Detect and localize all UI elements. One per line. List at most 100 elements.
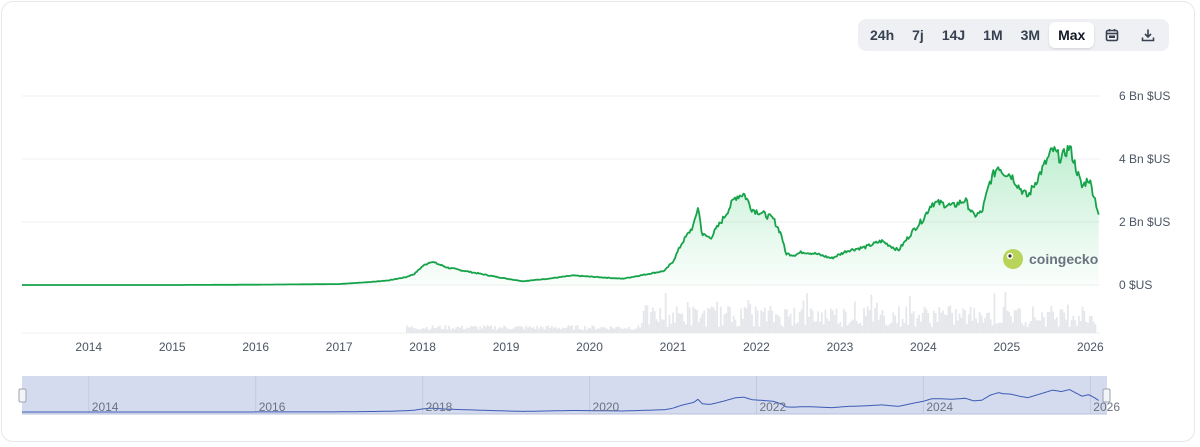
- volume-bar: [1074, 320, 1077, 333]
- volume-bar: [949, 305, 952, 333]
- volume-bar: [808, 316, 810, 333]
- volume-bar: [536, 325, 539, 333]
- volume-bar: [1055, 317, 1058, 333]
- volume-bar: [686, 302, 689, 333]
- volume-bar: [674, 322, 676, 333]
- volume-bar: [512, 328, 515, 333]
- download-button[interactable]: [1130, 22, 1166, 48]
- volume-bar: [863, 308, 865, 333]
- volume-bar: [701, 313, 704, 333]
- navigator-right-handle[interactable]: [1102, 388, 1111, 403]
- volume-bar: [997, 322, 999, 333]
- volume-bar: [1052, 311, 1055, 333]
- volume-bar: [732, 315, 735, 333]
- volume-bar: [965, 324, 968, 333]
- volume-bar: [416, 329, 419, 333]
- volume-bar: [978, 312, 981, 333]
- volume-bar: [490, 325, 493, 333]
- volume-bar: [470, 325, 472, 333]
- navigator-selection[interactable]: [22, 376, 1107, 414]
- volume-bar: [730, 322, 733, 333]
- volume-bar: [624, 328, 627, 333]
- volume-bar: [497, 328, 500, 333]
- volume-bar: [982, 322, 985, 333]
- volume-bar: [580, 329, 583, 333]
- volume-bar: [517, 326, 520, 333]
- navigator-label: 2022: [759, 400, 786, 414]
- range-3m-button[interactable]: 3M: [1020, 27, 1041, 43]
- volume-bar: [951, 312, 954, 333]
- volume-bar: [888, 324, 891, 333]
- range-navigator[interactable]: 2014 2016 2018 2020 2022 2024 2026: [18, 376, 1120, 415]
- volume-bar: [875, 302, 878, 333]
- volume-bar: [991, 325, 994, 333]
- volume-bar: [523, 329, 526, 333]
- volume-bar: [442, 329, 445, 333]
- volume-bar: [736, 326, 739, 333]
- volume-bar: [1092, 321, 1095, 333]
- range-1m-button[interactable]: 1M: [983, 27, 1003, 43]
- x-tick-label: 2024: [910, 340, 937, 354]
- volume-bar: [1021, 323, 1023, 333]
- price-line[interactable]: [22, 144, 1100, 286]
- volume-bar: [901, 318, 904, 333]
- volume-bar: [655, 319, 658, 333]
- volume-bar: [710, 306, 713, 333]
- volume-bar: [1079, 321, 1082, 333]
- volume-bar: [646, 305, 649, 333]
- volume-bar: [413, 328, 416, 333]
- volume-bar: [964, 310, 966, 333]
- volume-bar: [826, 318, 829, 333]
- volume-bar: [1065, 319, 1067, 333]
- volume-bar: [420, 329, 423, 333]
- navigator-label: 2018: [426, 400, 453, 414]
- range-7d-button[interactable]: 7j: [912, 27, 924, 43]
- volume-bar: [918, 314, 921, 333]
- x-tick-label: 2019: [493, 340, 520, 354]
- volume-bar: [459, 327, 461, 333]
- volume-bar: [506, 328, 509, 333]
- watermark-text: coingecko: [1029, 251, 1098, 267]
- volume-bar: [662, 319, 665, 333]
- range-14d-button[interactable]: 14J: [941, 27, 966, 43]
- volume-bar: [435, 327, 438, 333]
- calendar-button[interactable]: [1094, 22, 1130, 48]
- volume-bar: [1015, 310, 1018, 333]
- volume-bar: [804, 324, 807, 333]
- coingecko-watermark: coingecko: [1003, 249, 1098, 269]
- range-24h-button[interactable]: 24h: [870, 27, 895, 43]
- volume-bar: [1022, 325, 1025, 333]
- x-tick-label: 2017: [326, 340, 353, 354]
- volume-bar: [734, 319, 737, 333]
- volume-bar: [407, 327, 410, 333]
- volume-bar: [971, 320, 974, 333]
- volume-bar: [942, 310, 944, 333]
- volume-bar: [995, 323, 998, 333]
- volume-bar: [740, 308, 742, 333]
- volume-bar: [844, 311, 847, 333]
- volume-bar: [587, 327, 590, 333]
- volume-bar: [611, 327, 614, 333]
- volume-bar: [415, 328, 417, 333]
- volume-bar: [519, 326, 522, 333]
- volume-bar: [534, 329, 537, 333]
- volume-bar: [495, 329, 498, 333]
- download-icon: [1142, 29, 1155, 42]
- volume-bar: [903, 322, 906, 333]
- volume-bar: [833, 315, 836, 333]
- volume-bar: [868, 310, 871, 333]
- volume-bar: [786, 309, 788, 333]
- volume-bar: [721, 325, 724, 333]
- volume-bar: [528, 326, 531, 333]
- volume-bar: [650, 312, 652, 333]
- volume-bar: [644, 305, 647, 333]
- volume-bar: [925, 309, 928, 333]
- range-max-button[interactable]: Max: [1049, 22, 1095, 48]
- volume-bar: [932, 310, 935, 333]
- volume-bar: [571, 325, 573, 333]
- volume-bar: [1072, 315, 1075, 333]
- volume-bar: [1035, 320, 1038, 333]
- navigator-left-handle[interactable]: [18, 388, 27, 403]
- volume-bar: [1024, 322, 1027, 333]
